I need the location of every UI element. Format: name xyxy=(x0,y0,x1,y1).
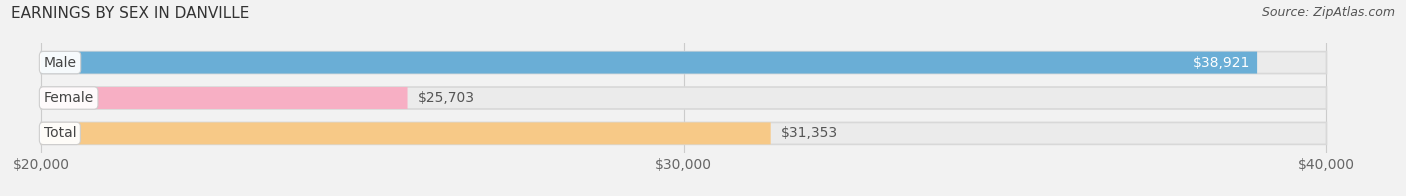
FancyBboxPatch shape xyxy=(41,52,1257,74)
FancyBboxPatch shape xyxy=(41,122,1326,144)
Text: $38,921: $38,921 xyxy=(1194,56,1251,70)
Text: Source: ZipAtlas.com: Source: ZipAtlas.com xyxy=(1261,6,1395,19)
FancyBboxPatch shape xyxy=(41,87,408,109)
Text: $25,703: $25,703 xyxy=(418,91,475,105)
Text: Male: Male xyxy=(44,56,76,70)
Text: Total: Total xyxy=(44,126,76,140)
Text: EARNINGS BY SEX IN DANVILLE: EARNINGS BY SEX IN DANVILLE xyxy=(11,6,250,21)
FancyBboxPatch shape xyxy=(41,52,1326,74)
Text: $31,353: $31,353 xyxy=(780,126,838,140)
FancyBboxPatch shape xyxy=(41,122,770,144)
FancyBboxPatch shape xyxy=(41,87,1326,109)
Text: Female: Female xyxy=(44,91,94,105)
